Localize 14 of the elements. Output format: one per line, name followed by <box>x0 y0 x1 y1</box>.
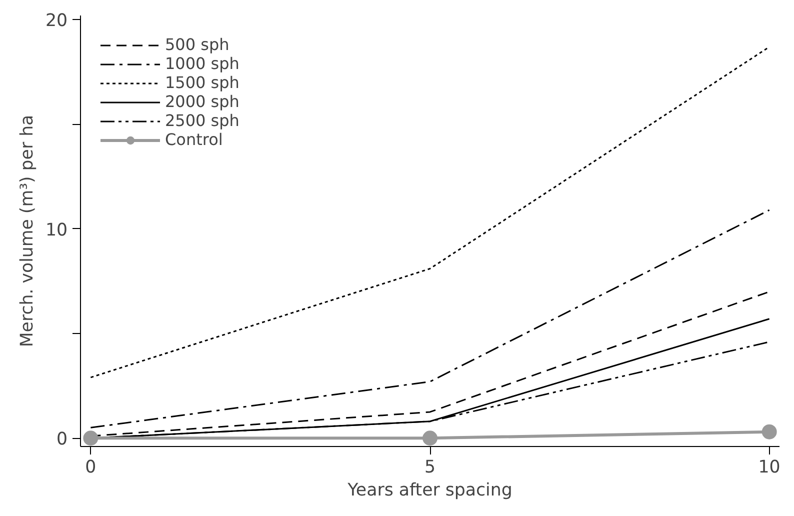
x-tick-label: 10 <box>758 458 780 478</box>
x-tick-label: 5 <box>424 458 436 478</box>
y-tick-label: 0 <box>56 430 68 450</box>
x-tick-label: 0 <box>85 458 96 478</box>
legend-label: Control <box>165 130 223 149</box>
y-tick-label: 10 <box>45 220 68 240</box>
legend-label: 1000 sph <box>165 54 240 73</box>
legend-label: 2500 sph <box>165 111 240 130</box>
y-axis-title: Merch. volume (m³) per ha <box>17 114 38 348</box>
x-axis-title: Years after spacing <box>346 480 512 500</box>
legend-label: 500 sph <box>165 35 230 54</box>
y-tick-label: 20 <box>45 11 68 32</box>
legend-label: 1500 sph <box>165 73 240 92</box>
legend-label: 2000 sph <box>165 92 240 111</box>
